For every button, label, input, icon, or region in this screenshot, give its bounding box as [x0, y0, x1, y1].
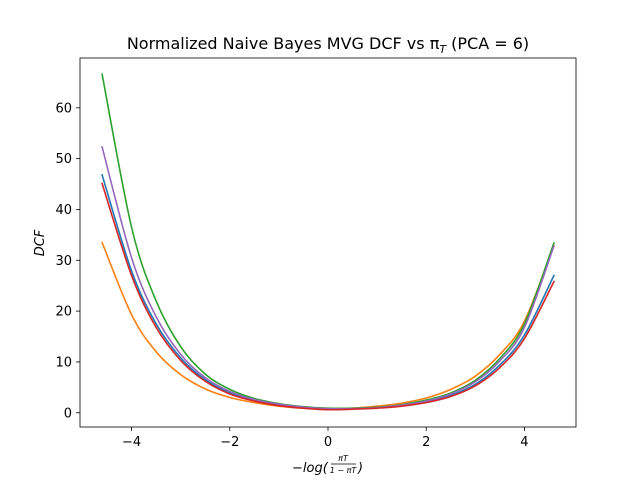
y-tick-label: 60	[55, 101, 72, 116]
y-tick-label: 30	[55, 254, 72, 269]
x-axis-label-numerator: πT	[338, 454, 349, 463]
y-tick-label: 10	[55, 355, 72, 370]
series-line-4	[101, 145, 555, 410]
y-tick-label: 50	[55, 152, 72, 167]
chart-title-main: Normalized Naive Bayes MVG DCF vs π	[127, 34, 440, 53]
x-tick-label: −2	[220, 435, 239, 450]
x-axis-label: −log( πT 1 − πT )	[292, 454, 363, 476]
chart-title: Normalized Naive Bayes MVG DCF vs πT (PC…	[127, 34, 529, 56]
y-tick-label: 40	[55, 203, 72, 218]
x-axis-label-prefix: −log(	[292, 461, 329, 476]
series-line-5	[101, 182, 555, 411]
x-axis-label-suffix: )	[357, 461, 363, 476]
x-tick-label: −4	[122, 435, 141, 450]
x-tick-label: 0	[324, 435, 332, 450]
x-axis-label-denominator: 1 − πT	[330, 466, 358, 475]
x-tick-label: 2	[422, 435, 430, 450]
y-tick-label: 0	[64, 406, 72, 421]
y-tick-label: 20	[55, 305, 72, 320]
chart-title-tail: (PCA = 6)	[446, 34, 529, 53]
x-tick-label: 4	[520, 435, 528, 450]
y-axis-label: DCF	[33, 229, 48, 256]
chart-title-subscript: T	[439, 43, 447, 56]
series-layer	[101, 73, 555, 411]
